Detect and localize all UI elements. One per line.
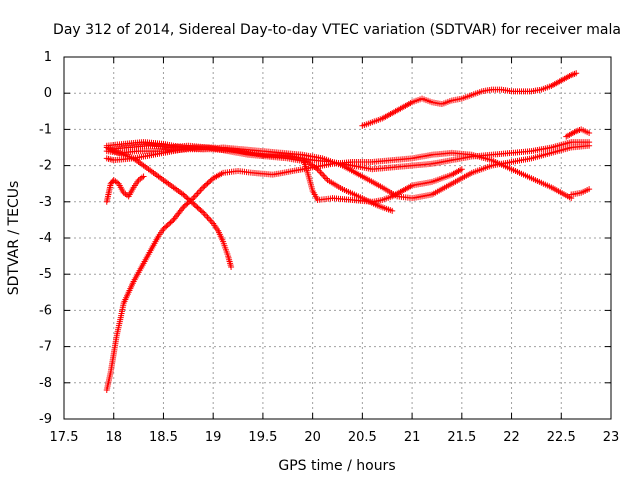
y-tick-label: -2 [39, 159, 52, 174]
data-point [161, 224, 168, 231]
data-point [586, 186, 593, 193]
y-tick-label: -3 [39, 195, 52, 210]
data-point [205, 179, 212, 186]
y-tick-label: -9 [39, 412, 52, 427]
series-track-6 [103, 146, 465, 205]
axis-ticks [63, 56, 612, 420]
y-tick-label: 0 [44, 86, 52, 101]
y-tick-label: -1 [39, 122, 52, 137]
data-point [194, 204, 201, 211]
x-tick-label: 20 [304, 430, 321, 445]
data-point [188, 199, 195, 206]
data-point [190, 200, 197, 207]
data-point [160, 225, 167, 232]
x-tick-labels: 17.5 18 18.5 19 19.5 20 20.5 21 21.5 22 22.5 23 [50, 430, 620, 445]
y-tick-label: -4 [39, 231, 52, 246]
x-tick-label: 23 [603, 430, 620, 445]
data-point [197, 207, 204, 214]
data-point [389, 207, 396, 214]
data-point [180, 204, 187, 211]
data-point [586, 142, 593, 149]
data-point [458, 166, 465, 173]
series-layer [103, 70, 593, 394]
data-point [184, 195, 191, 202]
data-point [181, 202, 188, 209]
data-point [168, 218, 175, 225]
series-track-9 [563, 126, 593, 140]
data-point [140, 173, 147, 180]
data-point [187, 198, 194, 205]
y-tick-label: -8 [39, 376, 52, 391]
series-track-10 [103, 173, 147, 205]
y-tick-label: -7 [39, 340, 52, 355]
y-tick-label: -5 [39, 267, 52, 282]
data-point [163, 223, 170, 230]
x-axis-label: GPS time / hours [278, 458, 395, 474]
data-point [167, 219, 174, 226]
data-point [164, 222, 171, 229]
x-tick-label: 20.5 [348, 430, 377, 445]
data-point [586, 130, 593, 137]
chart-title: Day 312 of 2014, Sidereal Day-to-day VTE… [53, 22, 621, 38]
data-point [228, 263, 235, 270]
data-point [203, 181, 210, 188]
y-axis-label: SDTVAR / TECUs [6, 181, 22, 296]
data-point [198, 208, 205, 215]
y-tick-label: 1 [44, 50, 52, 65]
data-point [193, 203, 200, 210]
data-point [201, 183, 208, 190]
series-track-8 [568, 186, 593, 198]
x-tick-label: 22.5 [547, 430, 576, 445]
data-point [208, 176, 215, 183]
data-point [191, 201, 198, 208]
x-tick-label: 17.5 [50, 430, 79, 445]
data-point [180, 191, 187, 198]
data-point [166, 220, 173, 227]
x-tick-label: 19 [205, 430, 222, 445]
x-tick-label: 18 [105, 430, 122, 445]
data-point [183, 194, 190, 201]
data-point [200, 184, 207, 191]
y-tick-label: -6 [39, 303, 52, 318]
x-tick-label: 19.5 [248, 430, 277, 445]
y-tick-labels: 1 0 -1 -2 -3 -4 -5 -6 -7 -8 -9 [39, 50, 52, 427]
x-tick-label: 21 [404, 430, 421, 445]
x-tick-label: 21.5 [447, 430, 476, 445]
x-tick-label: 18.5 [149, 430, 178, 445]
data-point [186, 196, 193, 203]
data-point [183, 201, 190, 208]
series-track-4 [103, 139, 593, 202]
x-tick-label: 22 [503, 430, 520, 445]
data-point [181, 192, 188, 199]
data-point [573, 70, 580, 77]
data-point [204, 180, 211, 187]
series-track-1 [103, 149, 575, 394]
data-point [207, 177, 214, 184]
data-point [195, 205, 202, 212]
series-track-7 [359, 70, 580, 129]
